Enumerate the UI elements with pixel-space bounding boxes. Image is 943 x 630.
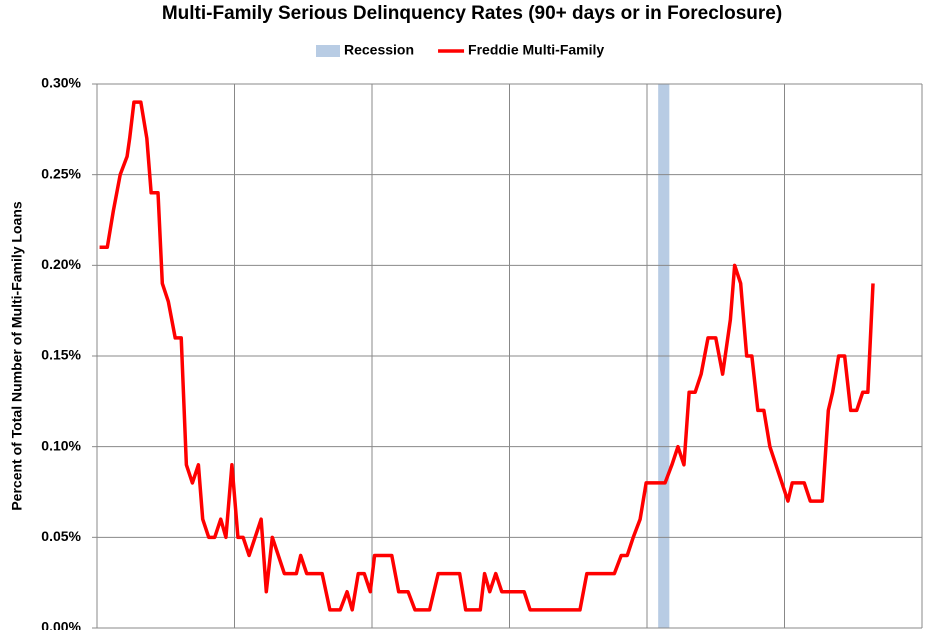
y-tick-label: 0.20%	[41, 256, 81, 272]
legend-label: Recession	[344, 42, 414, 58]
y-tick-label: 0.10%	[41, 437, 81, 453]
y-tick-label: 0.05%	[41, 528, 81, 544]
y-axis-label: Percent of Total Number of Multi-Family …	[9, 201, 25, 511]
legend-label: Freddie Multi-Family	[468, 42, 604, 58]
y-tick-label: 0.25%	[41, 165, 81, 181]
chart-title: Multi-Family Serious Delinquency Rates (…	[162, 3, 782, 24]
y-tick-label: 0.30%	[41, 75, 81, 91]
data-line	[99, 100, 875, 612]
y-tick-label: 0.00%	[41, 619, 81, 630]
y-tick-label: 0.15%	[41, 347, 81, 363]
legend-swatch	[316, 45, 340, 57]
